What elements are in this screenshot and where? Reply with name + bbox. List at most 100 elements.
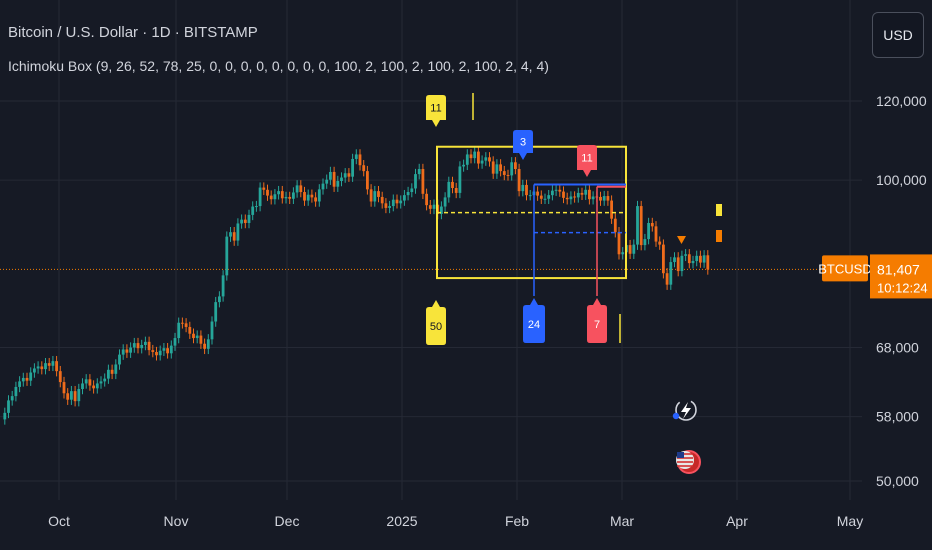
yellow-marker bbox=[716, 204, 722, 216]
candle bbox=[332, 171, 336, 187]
candle bbox=[107, 369, 110, 379]
candle bbox=[262, 187, 266, 190]
candle bbox=[240, 219, 243, 224]
candle bbox=[443, 197, 447, 207]
candle bbox=[410, 188, 414, 193]
candle bbox=[336, 181, 340, 187]
time-tick-label: 2025 bbox=[386, 513, 417, 529]
candles bbox=[3, 146, 710, 425]
candle bbox=[184, 323, 188, 327]
candle bbox=[317, 189, 321, 202]
box-label-tag bbox=[426, 95, 446, 127]
time-tick-label: Oct bbox=[48, 513, 70, 529]
candle bbox=[129, 347, 132, 353]
symbol-tag-text: BTCUSD bbox=[818, 261, 871, 276]
candle bbox=[369, 189, 373, 202]
box-label-text: 24 bbox=[528, 319, 540, 331]
candle bbox=[255, 206, 258, 208]
candle bbox=[573, 196, 576, 198]
candle bbox=[347, 173, 351, 177]
candle bbox=[314, 197, 317, 202]
candle bbox=[580, 192, 584, 195]
candle bbox=[551, 190, 554, 196]
candle bbox=[632, 244, 636, 254]
time-tick-label: May bbox=[837, 513, 863, 529]
time-tick-label: Nov bbox=[164, 513, 189, 529]
candle bbox=[232, 232, 236, 241]
candle bbox=[399, 200, 403, 204]
candle bbox=[558, 189, 562, 192]
ichimoku-box bbox=[436, 93, 722, 343]
box-labels: 11 3 11 50 24 7 bbox=[426, 95, 607, 345]
candle bbox=[610, 200, 613, 219]
candle bbox=[613, 218, 617, 233]
candle bbox=[528, 195, 532, 197]
candle bbox=[477, 151, 480, 164]
candle bbox=[343, 173, 347, 178]
price-tick-label: 68,000 bbox=[876, 340, 919, 356]
candle bbox=[628, 245, 632, 254]
candle bbox=[206, 339, 210, 349]
candle bbox=[95, 383, 99, 389]
candle bbox=[480, 160, 484, 164]
candle bbox=[499, 164, 502, 172]
price-tick-label: 100,000 bbox=[876, 172, 927, 188]
candle bbox=[588, 189, 591, 200]
candle bbox=[377, 191, 380, 197]
candle bbox=[236, 223, 240, 241]
price-tick-label: 58,000 bbox=[876, 409, 919, 425]
candle bbox=[51, 361, 55, 366]
candle bbox=[454, 188, 458, 193]
candle bbox=[665, 273, 669, 285]
box-label-tag bbox=[426, 300, 446, 345]
candle bbox=[277, 191, 280, 195]
candle bbox=[132, 343, 136, 348]
candle bbox=[18, 381, 21, 387]
box-label-tag bbox=[587, 298, 607, 343]
candle bbox=[177, 322, 181, 339]
candle bbox=[591, 196, 595, 200]
candle bbox=[140, 344, 144, 349]
candle bbox=[351, 158, 354, 177]
candle bbox=[321, 183, 325, 190]
candle bbox=[384, 203, 388, 208]
candle bbox=[506, 174, 510, 176]
candle bbox=[221, 275, 225, 297]
candle bbox=[218, 296, 221, 303]
candle bbox=[521, 184, 525, 192]
candle bbox=[414, 174, 417, 189]
candle bbox=[669, 262, 673, 285]
indicator-legend[interactable]: Ichimoku Box (9, 26, 52, 78, 25, 0, 0, 0… bbox=[8, 58, 549, 74]
candle bbox=[380, 196, 384, 204]
candle bbox=[539, 195, 543, 199]
candle bbox=[502, 171, 506, 175]
box-label-text: 11 bbox=[430, 103, 441, 115]
candle bbox=[647, 222, 650, 240]
candle bbox=[288, 196, 292, 199]
candle bbox=[329, 171, 332, 180]
candle bbox=[258, 187, 262, 207]
candle bbox=[181, 322, 184, 324]
candle bbox=[403, 195, 406, 201]
candle bbox=[417, 168, 421, 175]
candle bbox=[658, 241, 662, 245]
candle bbox=[306, 194, 310, 201]
candle bbox=[7, 400, 10, 413]
candle bbox=[247, 214, 251, 223]
currency-button[interactable]: USD bbox=[872, 12, 924, 58]
candle bbox=[203, 343, 206, 349]
symbol-tag bbox=[822, 255, 868, 282]
candle bbox=[158, 350, 162, 356]
candle bbox=[621, 252, 625, 255]
candle bbox=[273, 194, 277, 200]
lightning-bolt bbox=[681, 402, 691, 419]
candle bbox=[684, 254, 687, 256]
candle bbox=[569, 196, 573, 200]
time-tick-label: Mar bbox=[610, 513, 634, 529]
candle bbox=[136, 343, 140, 349]
candle bbox=[440, 206, 443, 214]
candle bbox=[602, 196, 606, 201]
candle bbox=[421, 168, 425, 194]
candle bbox=[77, 389, 81, 402]
